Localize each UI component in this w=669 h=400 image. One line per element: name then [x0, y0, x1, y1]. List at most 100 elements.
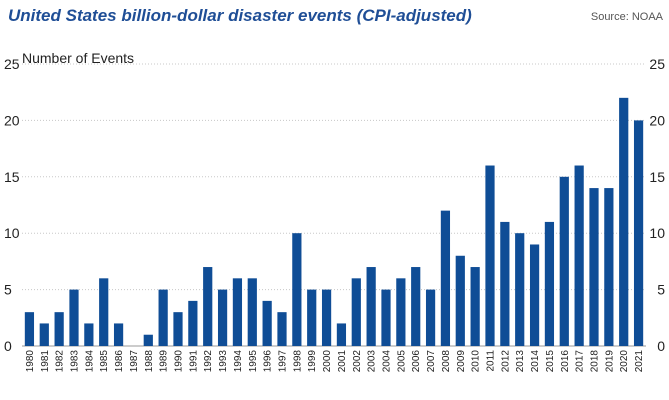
- y-tick-label-left: 25: [4, 56, 20, 72]
- x-tick-label-1987: 1987: [129, 350, 140, 373]
- y-tick-label-right: 0: [657, 338, 665, 354]
- y-tick-label-right: 25: [649, 56, 665, 72]
- x-tick-label-2012: 2012: [500, 350, 511, 373]
- x-tick-label-1984: 1984: [84, 350, 95, 373]
- bar-1980: [24, 312, 35, 346]
- x-tick-label-2016: 2016: [560, 350, 571, 373]
- x-ticks: 1980 1981 1982 1983 1984 1985 1986 1987 1988 1989…: [25, 350, 645, 373]
- x-tick-label-2001: 2001: [337, 350, 348, 373]
- x-tick-label-1999: 1999: [307, 350, 318, 373]
- x-tick-label-2008: 2008: [441, 350, 452, 373]
- x-tick-label-1985: 1985: [99, 350, 110, 373]
- y-tick-label-left: 20: [4, 112, 20, 128]
- x-tick-label-2013: 2013: [515, 350, 526, 373]
- bar-2005: [396, 278, 406, 346]
- chart-title: United States billion-dollar disaster ev…: [8, 6, 472, 25]
- bar-1991: [188, 300, 198, 346]
- bar-2010: [470, 267, 480, 346]
- x-tick-label-1994: 1994: [233, 350, 244, 373]
- bar-2016: [559, 176, 569, 346]
- x-tick-label-1988: 1988: [144, 350, 155, 373]
- x-tick-label-1983: 1983: [70, 350, 81, 373]
- bar-1981: [39, 323, 49, 346]
- x-tick-label-2021: 2021: [634, 350, 645, 373]
- chart-source: Source: NOAA: [590, 11, 663, 23]
- x-tick-label-1993: 1993: [218, 350, 229, 373]
- bar-1990: [173, 312, 183, 346]
- bar-2019: [604, 188, 614, 346]
- bar-1988: [143, 334, 153, 346]
- bar-2000: [321, 289, 332, 346]
- x-tick-label-2010: 2010: [471, 350, 482, 373]
- y-tick-label-left: 5: [4, 282, 12, 298]
- y-ticks-right: 0 5 10 15 20 25: [649, 56, 665, 354]
- bar-1994: [232, 278, 243, 346]
- bar-1999: [307, 289, 317, 346]
- x-tick-label-1980: 1980: [25, 350, 36, 373]
- bar-1985: [99, 278, 109, 346]
- y-tick-label-left: 10: [4, 225, 20, 241]
- x-tick-label-2000: 2000: [322, 350, 333, 373]
- x-tick-label-1981: 1981: [40, 350, 51, 373]
- bar-2015: [544, 221, 555, 346]
- x-tick-label-2020: 2020: [619, 350, 630, 373]
- y-tick-label-left: 15: [4, 169, 20, 185]
- x-tick-label-1998: 1998: [292, 350, 303, 373]
- bars: [24, 97, 644, 347]
- x-tick-label-2005: 2005: [396, 350, 407, 373]
- bar-1984: [84, 323, 94, 346]
- x-tick-label-1992: 1992: [203, 350, 214, 373]
- bar-1982: [54, 312, 64, 346]
- x-tick-label-1991: 1991: [188, 350, 199, 373]
- x-tick-label-2019: 2019: [604, 350, 615, 373]
- x-tick-label-2011: 2011: [486, 350, 497, 372]
- bar-2014: [529, 244, 540, 346]
- bar-2020: [619, 97, 629, 346]
- bar-1992: [203, 267, 213, 346]
- bar-2006: [411, 267, 421, 346]
- x-tick-label-1997: 1997: [278, 350, 289, 373]
- x-tick-label-2009: 2009: [456, 350, 467, 373]
- bar-2004: [381, 289, 391, 346]
- y-ticks-left: 0 5 10 15 20 25: [4, 56, 20, 354]
- bar-1983: [69, 289, 79, 346]
- x-tick-label-2018: 2018: [590, 350, 601, 373]
- x-tick-label-2007: 2007: [426, 350, 437, 373]
- bar-1993: [217, 289, 228, 346]
- bar-2007: [425, 289, 436, 346]
- bar-1996: [262, 300, 272, 346]
- x-tick-label-2002: 2002: [352, 350, 363, 373]
- x-tick-label-1995: 1995: [248, 350, 259, 373]
- y-tick-label-right: 10: [649, 225, 665, 241]
- bar-2013: [515, 233, 525, 346]
- bar-1998: [292, 233, 302, 346]
- y-tick-label-right: 15: [649, 169, 665, 185]
- x-tick-label-2015: 2015: [545, 350, 556, 373]
- x-tick-label-1989: 1989: [159, 350, 170, 373]
- bar-2009: [455, 255, 465, 346]
- bar-2003: [366, 267, 376, 346]
- x-tick-label-1990: 1990: [174, 350, 185, 373]
- bar-2001: [336, 323, 347, 346]
- x-tick-label-1986: 1986: [114, 350, 125, 373]
- bar-2017: [574, 165, 584, 346]
- x-tick-label-1982: 1982: [55, 350, 66, 373]
- x-tick-label-1996: 1996: [263, 350, 274, 373]
- x-tick-label-2003: 2003: [367, 350, 378, 373]
- gridlines: [22, 63, 646, 347]
- bar-2018: [589, 188, 599, 346]
- bar-2012: [500, 221, 510, 346]
- x-tick-label-2006: 2006: [411, 350, 422, 373]
- y-axis-label: Number of Events: [22, 50, 134, 66]
- bar-2011: [485, 165, 495, 346]
- bar-2008: [440, 210, 451, 346]
- bar-1995: [247, 278, 257, 346]
- bar-1986: [113, 323, 124, 346]
- y-tick-label-right: 20: [649, 112, 665, 128]
- y-tick-label-left: 0: [4, 338, 12, 354]
- y-tick-label-right: 5: [657, 282, 665, 298]
- bar-2021: [633, 120, 644, 347]
- x-tick-label-2004: 2004: [382, 350, 393, 373]
- bar-1989: [158, 289, 168, 346]
